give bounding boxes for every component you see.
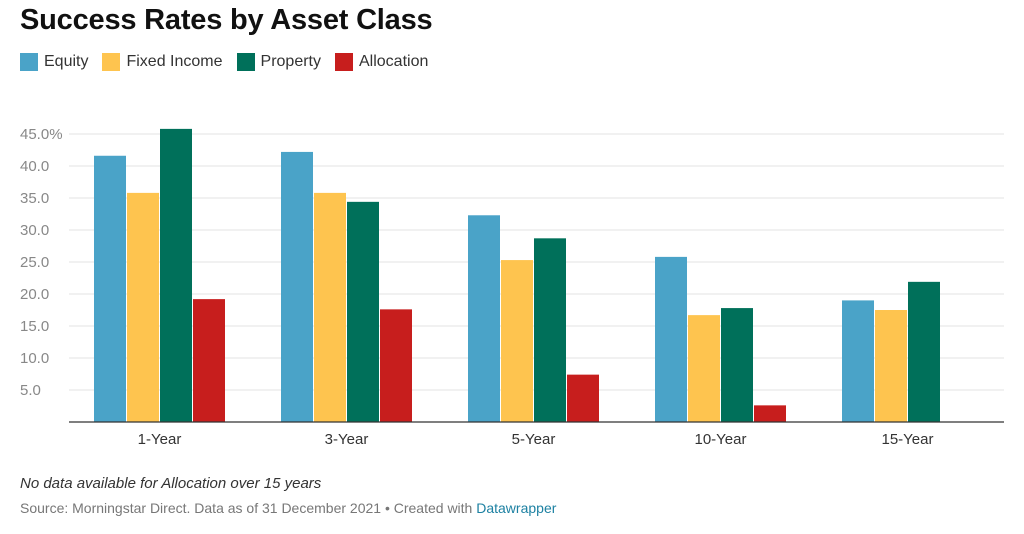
y-tick-label: 40.0 (20, 158, 49, 175)
chart-title: Success Rates by Asset Class (20, 4, 433, 36)
footnote: No data available for Allocation over 15… (20, 475, 322, 492)
legend: Equity Fixed Income Property Allocation (20, 53, 442, 71)
bar-allocation-5-year (567, 374, 599, 422)
bar-equity-3-year (281, 151, 313, 423)
bar-equity-10-year (655, 256, 687, 422)
bar-fixed-income-1-year (127, 192, 159, 422)
x-tick-label: 1-Year (138, 431, 182, 448)
bar-equity-1-year (94, 155, 126, 422)
legend-label: Allocation (358, 53, 429, 70)
bar-chart: 45.0% 40.0 35.0 30.0 25.0 20.0 15.0 10.0 5.0 1-Ye… (20, 126, 1004, 448)
x-tick-label: 5-Year (512, 431, 556, 448)
legend-swatch (236, 53, 255, 71)
bar-fixed-income-5-year (501, 260, 533, 422)
y-tick-label: 15.0 (20, 318, 49, 335)
legend-label: Property (260, 53, 321, 70)
bar-property-3-year (347, 201, 379, 422)
y-tick-label: 25.0 (20, 254, 49, 271)
y-tick-label: 35.0 (20, 190, 49, 207)
x-tick-label: 15-Year (882, 431, 934, 448)
legend-label: Fixed Income (126, 53, 223, 70)
bar-fixed-income-10-year (688, 315, 720, 422)
bar-fixed-income-15-year (875, 310, 907, 422)
datawrapper-link[interactable]: Datawrapper (476, 500, 557, 516)
legend-item-equity: Equity (20, 53, 88, 71)
legend-item-fixed-income: Fixed Income (102, 53, 223, 71)
legend-swatch (20, 53, 38, 71)
legend-swatch (102, 53, 121, 71)
legend-label: Equity (44, 53, 89, 70)
y-tick-label: 45.0% (20, 126, 63, 143)
y-tick-label: 10.0 (20, 350, 49, 367)
x-tick-label: 10-Year (695, 431, 747, 448)
bar-equity-15-year (842, 300, 874, 422)
source-line: Source: Morningstar Direct. Data as of 3… (20, 500, 556, 516)
y-tick-label: 5.0 (20, 382, 41, 399)
bar-property-10-year (721, 308, 753, 422)
bar-property-5-year (534, 238, 566, 422)
bar-allocation-10-year (754, 405, 786, 422)
bar-property-1-year (160, 128, 192, 422)
bar-allocation-1-year (193, 299, 225, 422)
bar-property-15-year (908, 281, 940, 422)
y-tick-label: 20.0 (20, 286, 49, 303)
x-tick-label: 3-Year (325, 431, 369, 448)
legend-item-allocation: Allocation (334, 53, 429, 71)
legend-swatch (334, 53, 353, 71)
source-text: Source: Morningstar Direct. Data as of 3… (20, 500, 477, 516)
bar-allocation-3-year (380, 309, 412, 422)
bar-fixed-income-3-year (314, 192, 346, 422)
legend-item-property: Property (236, 53, 321, 71)
y-tick-label: 30.0 (20, 222, 49, 239)
bar-equity-5-year (468, 215, 500, 422)
